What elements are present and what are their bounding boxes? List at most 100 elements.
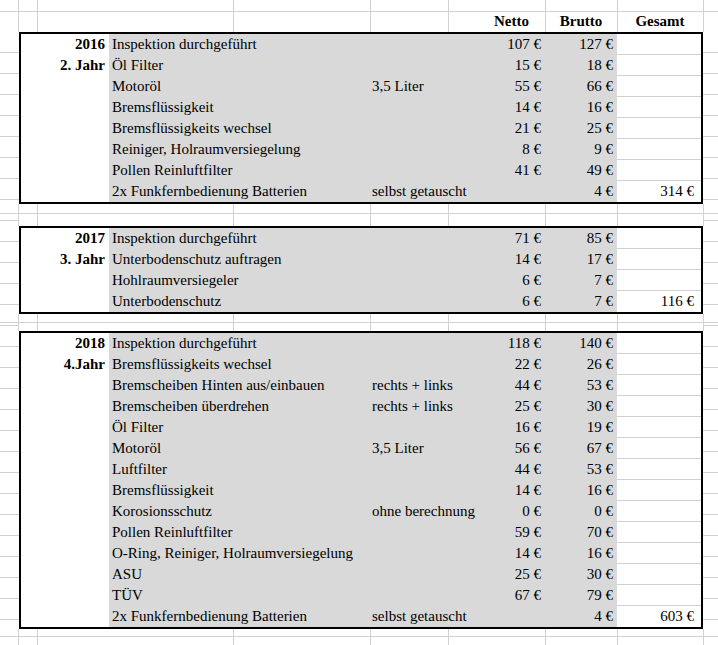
brutto-cell[interactable]: 70 € (545, 522, 617, 543)
netto-cell[interactable]: 25 € (478, 564, 545, 585)
gesamt-cell[interactable] (617, 139, 701, 160)
service-cell[interactable]: Inspektion durchgeführt (109, 228, 370, 249)
gesamt-cell[interactable] (617, 249, 701, 270)
gesamt-cell[interactable] (617, 333, 701, 354)
service-cell[interactable]: Bremsflüssigkeits wechsel (109, 118, 370, 139)
netto-cell[interactable]: 44 € (478, 459, 545, 480)
netto-cell[interactable]: 0 € (478, 501, 545, 522)
gesamt-cell[interactable]: 603 € (617, 606, 701, 627)
netto-cell[interactable]: 6 € (478, 270, 545, 291)
note-cell[interactable] (370, 34, 478, 55)
note-cell[interactable] (370, 55, 478, 76)
netto-cell[interactable]: 55 € (478, 76, 545, 97)
gesamt-cell[interactable] (617, 585, 701, 606)
brutto-cell[interactable]: 127 € (545, 34, 617, 55)
gesamt-cell[interactable] (617, 76, 701, 97)
gesamt-cell[interactable] (617, 564, 701, 585)
note-cell[interactable] (370, 291, 478, 312)
gesamt-cell[interactable] (617, 501, 701, 522)
gesamt-cell[interactable]: 116 € (617, 291, 701, 312)
note-cell[interactable] (370, 417, 478, 438)
brutto-cell[interactable]: 85 € (545, 228, 617, 249)
note-cell[interactable]: 3,5 Liter (370, 76, 478, 97)
jahr-cell[interactable] (21, 522, 109, 543)
brutto-cell[interactable]: 7 € (545, 270, 617, 291)
gesamt-cell[interactable] (617, 228, 701, 249)
brutto-cell[interactable]: 4 € (545, 606, 617, 627)
service-cell[interactable]: O-Ring, Reiniger, Holraumversiegelung (109, 543, 370, 564)
jahr-cell[interactable] (21, 270, 109, 291)
service-cell[interactable]: Inspektion durchgeführt (109, 333, 370, 354)
netto-cell[interactable] (478, 181, 545, 202)
brutto-cell[interactable]: 16 € (545, 543, 617, 564)
jahr-cell[interactable] (21, 543, 109, 564)
service-cell[interactable]: Unterbodenschutz (109, 291, 370, 312)
service-cell[interactable]: Bremsflüssigkeit (109, 97, 370, 118)
gesamt-cell[interactable] (617, 354, 701, 375)
netto-cell[interactable]: 71 € (478, 228, 545, 249)
netto-cell[interactable]: 6 € (478, 291, 545, 312)
brutto-cell[interactable]: 16 € (545, 480, 617, 501)
gesamt-cell[interactable] (617, 160, 701, 181)
brutto-cell[interactable]: 0 € (545, 501, 617, 522)
service-cell[interactable]: Inspektion durchgeführt (109, 34, 370, 55)
brutto-cell[interactable]: 66 € (545, 76, 617, 97)
brutto-cell[interactable]: 4 € (545, 181, 617, 202)
service-cell[interactable]: Unterbodenschutz auftragen (109, 249, 370, 270)
note-cell[interactable]: selbst getauscht (370, 181, 478, 202)
brutto-cell[interactable]: 9 € (545, 139, 617, 160)
brutto-cell[interactable]: 30 € (545, 396, 617, 417)
netto-cell[interactable]: 22 € (478, 354, 545, 375)
note-cell[interactable] (370, 354, 478, 375)
service-cell[interactable]: ASU (109, 564, 370, 585)
brutto-cell[interactable]: 30 € (545, 564, 617, 585)
gesamt-cell[interactable] (617, 543, 701, 564)
note-cell[interactable]: 3,5 Liter (370, 438, 478, 459)
note-cell[interactable] (370, 249, 478, 270)
jahr-cell[interactable]: 3. Jahr (21, 249, 109, 270)
brutto-cell[interactable]: 53 € (545, 375, 617, 396)
note-cell[interactable] (370, 543, 478, 564)
note-cell[interactable] (370, 97, 478, 118)
brutto-cell[interactable]: 79 € (545, 585, 617, 606)
brutto-cell[interactable]: 17 € (545, 249, 617, 270)
jahr-cell[interactable] (21, 396, 109, 417)
netto-cell[interactable]: 8 € (478, 139, 545, 160)
netto-cell[interactable]: 67 € (478, 585, 545, 606)
jahr-cell[interactable] (21, 97, 109, 118)
service-cell[interactable]: Pollen Reinluftfilter (109, 522, 370, 543)
gesamt-cell[interactable] (617, 97, 701, 118)
note-cell[interactable] (370, 228, 478, 249)
service-cell[interactable]: Öl Filter (109, 55, 370, 76)
service-cell[interactable]: Öl Filter (109, 417, 370, 438)
year-cell[interactable]: 2018 (21, 333, 109, 354)
note-cell[interactable] (370, 522, 478, 543)
brutto-cell[interactable]: 26 € (545, 354, 617, 375)
service-cell[interactable]: Bremsflüssigkeit (109, 480, 370, 501)
note-cell[interactable] (370, 160, 478, 181)
netto-cell[interactable]: 56 € (478, 438, 545, 459)
jahr-cell[interactable]: 2. Jahr (21, 55, 109, 76)
service-cell[interactable]: Motoröl (109, 76, 370, 97)
netto-cell[interactable]: 107 € (478, 34, 545, 55)
gesamt-cell[interactable]: 314 € (617, 181, 701, 202)
service-cell[interactable]: Bremsflüssigkeits wechsel (109, 354, 370, 375)
brutto-cell[interactable]: 140 € (545, 333, 617, 354)
brutto-cell[interactable]: 16 € (545, 97, 617, 118)
jahr-cell[interactable] (21, 564, 109, 585)
gesamt-cell[interactable] (617, 34, 701, 55)
gesamt-cell[interactable] (617, 522, 701, 543)
service-cell[interactable]: Hohlraumversiegeler (109, 270, 370, 291)
note-cell[interactable] (370, 480, 478, 501)
gesamt-cell[interactable] (617, 396, 701, 417)
netto-cell[interactable]: 25 € (478, 396, 545, 417)
service-cell[interactable]: 2x Funkfernbedienung Batterien (109, 606, 370, 627)
netto-cell[interactable]: 14 € (478, 249, 545, 270)
year-cell[interactable]: 2017 (21, 228, 109, 249)
netto-cell[interactable]: 14 € (478, 97, 545, 118)
netto-cell[interactable]: 14 € (478, 543, 545, 564)
jahr-cell[interactable] (21, 181, 109, 202)
service-cell[interactable]: 2x Funkfernbedienung Batterien (109, 181, 370, 202)
brutto-cell[interactable]: 7 € (545, 291, 617, 312)
gesamt-cell[interactable] (617, 55, 701, 76)
